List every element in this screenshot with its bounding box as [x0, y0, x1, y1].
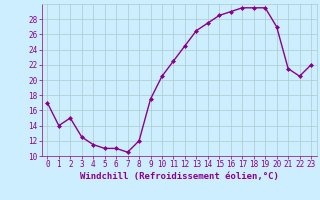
X-axis label: Windchill (Refroidissement éolien,°C): Windchill (Refroidissement éolien,°C) — [80, 172, 279, 181]
